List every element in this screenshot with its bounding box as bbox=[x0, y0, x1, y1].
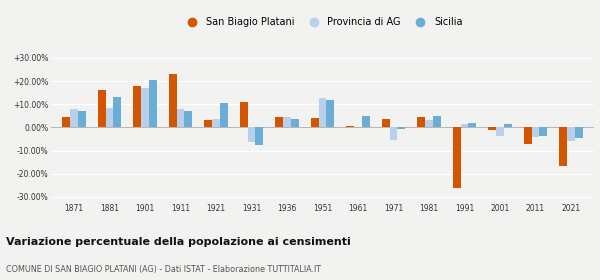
Bar bbox=[319, 98, 326, 127]
Bar bbox=[326, 100, 334, 127]
Bar bbox=[291, 119, 299, 127]
Bar bbox=[453, 127, 461, 188]
Bar bbox=[176, 109, 184, 127]
Bar bbox=[504, 124, 512, 127]
Bar bbox=[433, 116, 440, 127]
Bar bbox=[311, 118, 319, 127]
Bar bbox=[106, 108, 113, 127]
Bar bbox=[559, 127, 567, 166]
Bar bbox=[532, 127, 539, 137]
Bar bbox=[275, 117, 283, 127]
Bar bbox=[397, 127, 405, 129]
Bar bbox=[248, 127, 256, 143]
Bar bbox=[382, 119, 389, 127]
Bar bbox=[425, 120, 433, 127]
Bar bbox=[256, 127, 263, 145]
Bar bbox=[362, 116, 370, 127]
Bar bbox=[539, 127, 547, 136]
Bar bbox=[133, 86, 141, 127]
Bar bbox=[220, 103, 228, 127]
Bar bbox=[488, 127, 496, 130]
Bar bbox=[461, 124, 469, 127]
Bar bbox=[283, 117, 291, 127]
Bar bbox=[98, 90, 106, 127]
Bar bbox=[169, 74, 176, 127]
Bar bbox=[184, 111, 192, 127]
Bar bbox=[417, 117, 425, 127]
Bar bbox=[205, 120, 212, 127]
Text: Variazione percentuale della popolazione ai censimenti: Variazione percentuale della popolazione… bbox=[6, 237, 351, 247]
Bar bbox=[70, 109, 78, 127]
Bar bbox=[78, 111, 86, 127]
Legend: San Biagio Platani, Provincia di AG, Sicilia: San Biagio Platani, Provincia di AG, Sic… bbox=[179, 13, 466, 31]
Bar bbox=[575, 127, 583, 138]
Bar bbox=[149, 80, 157, 127]
Bar bbox=[141, 88, 149, 127]
Bar bbox=[240, 102, 248, 127]
Bar bbox=[567, 127, 575, 141]
Bar bbox=[496, 127, 504, 136]
Bar bbox=[469, 123, 476, 127]
Bar bbox=[62, 117, 70, 127]
Text: COMUNE DI SAN BIAGIO PLATANI (AG) - Dati ISTAT - Elaborazione TUTTITALIA.IT: COMUNE DI SAN BIAGIO PLATANI (AG) - Dati… bbox=[6, 265, 321, 274]
Bar bbox=[524, 127, 532, 144]
Bar bbox=[113, 97, 121, 127]
Bar bbox=[346, 125, 354, 127]
Bar bbox=[389, 127, 397, 140]
Bar bbox=[212, 119, 220, 127]
